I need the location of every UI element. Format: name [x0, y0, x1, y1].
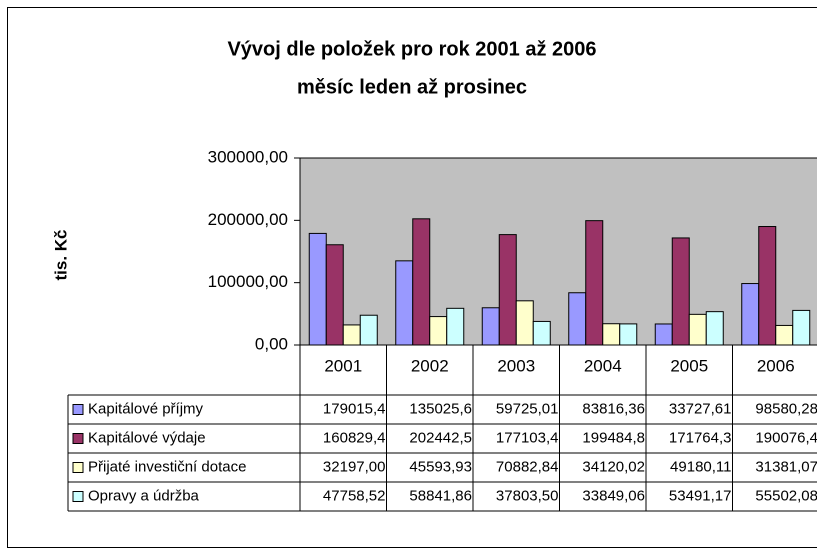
y-tick-label: 200000,00 [208, 210, 288, 229]
bar [741, 283, 760, 346]
table-value: 58841,86 [409, 487, 472, 504]
table-value: 171764,3 [669, 429, 732, 446]
table-value: 135025,6 [409, 400, 472, 417]
bar [585, 220, 604, 346]
bar [792, 309, 811, 346]
table-value: 32197,00 [323, 458, 386, 475]
bar [532, 320, 551, 346]
bar [446, 307, 465, 346]
table-value: 179015,4 [323, 400, 386, 417]
plot-area [299, 157, 817, 346]
bar [481, 307, 500, 346]
chart-title: Vývoj dle položek pro rok 2001 až 2006 [227, 38, 596, 60]
x-tick-label: 2006 [757, 356, 795, 375]
bar [775, 324, 794, 346]
table-value: 33727,61 [669, 400, 732, 417]
legend-swatch [72, 404, 84, 415]
table-value: 37803,50 [496, 487, 559, 504]
bar [705, 311, 724, 346]
y-tick-label: 0,00 [255, 334, 288, 353]
y-tick-label: 300000,00 [208, 147, 288, 166]
bar [325, 244, 344, 346]
table-value: 98580,28 [755, 400, 817, 417]
bar [342, 324, 361, 346]
table-value: 33849,06 [582, 487, 645, 504]
x-tick-label: 2002 [411, 356, 449, 375]
table-value: 55502,08 [755, 487, 817, 504]
table-value: 34120,02 [582, 458, 645, 475]
bar [412, 218, 431, 346]
chart-subtitle: měsíc leden až prosinec [297, 76, 527, 98]
legend-label: Kapitálové výdaje [88, 429, 206, 446]
legend-swatch [72, 491, 84, 502]
bar [498, 234, 517, 346]
bar [758, 226, 777, 346]
table-value: 199484,8 [582, 429, 645, 446]
bar [395, 260, 414, 346]
table-value: 49180,11 [670, 458, 731, 475]
bar [654, 323, 673, 346]
table-value: 202442,5 [409, 429, 472, 446]
table-value: 59725,01 [496, 400, 559, 417]
table-value: 160829,4 [323, 429, 386, 446]
x-tick-label: 2003 [497, 356, 535, 375]
table-value: 177103,4 [496, 429, 559, 446]
legend-swatch [72, 462, 84, 473]
bar [671, 237, 690, 346]
bar [515, 300, 534, 346]
x-tick-label: 2004 [584, 356, 622, 375]
table-value: 53491,17 [669, 487, 732, 504]
bar [308, 232, 327, 346]
bar [568, 292, 587, 346]
table-value: 45593,93 [409, 458, 472, 475]
y-tick-label: 100000,00 [208, 272, 288, 291]
table-value: 83816,36 [582, 400, 645, 417]
legend-label: Kapitálové příjmy [88, 400, 204, 417]
y-axis-label: tis. Kč [51, 229, 70, 280]
bar [602, 323, 621, 346]
bar [688, 313, 707, 346]
legend-label: Opravy a údržba [88, 487, 200, 504]
bar [619, 323, 638, 346]
table-value: 190076,4 [755, 429, 817, 446]
legend-label: Přijaté investiční dotace [88, 458, 246, 475]
x-tick-label: 2001 [324, 356, 362, 375]
bar [359, 314, 378, 346]
table-value: 47758,52 [323, 487, 386, 504]
table-value: 31381,07 [755, 458, 817, 475]
x-tick-label: 2005 [670, 356, 708, 375]
legend-swatch [72, 433, 84, 444]
table-value: 70882,84 [496, 458, 559, 475]
bar [429, 316, 448, 346]
